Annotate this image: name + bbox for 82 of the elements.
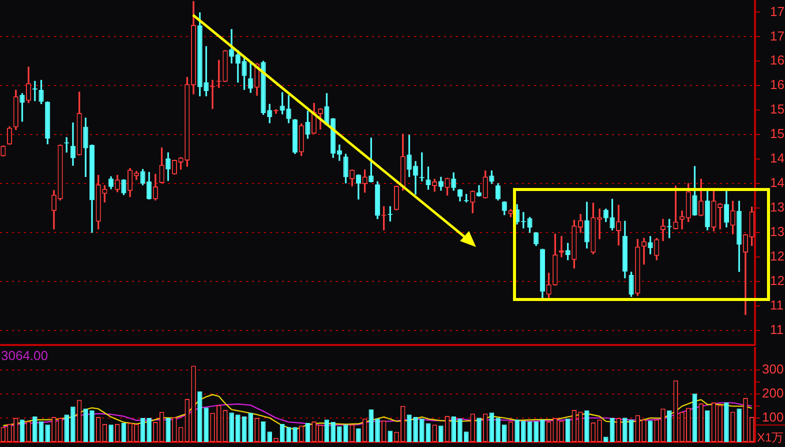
bar xyxy=(280,424,285,442)
bar xyxy=(305,423,310,442)
bar xyxy=(356,428,361,442)
bar xyxy=(146,418,152,442)
bar xyxy=(724,402,729,442)
bar xyxy=(489,412,494,442)
y-tick-label: 16 xyxy=(770,77,784,92)
bar xyxy=(534,422,538,442)
bar xyxy=(540,420,545,442)
y-axis-title: X1万 xyxy=(757,430,784,444)
y-tick-label: 15 xyxy=(770,126,784,142)
bar xyxy=(438,426,444,442)
bar xyxy=(514,420,520,442)
y-tick-label: 11 xyxy=(770,322,784,337)
bar xyxy=(388,430,393,442)
bar xyxy=(496,418,500,442)
bar xyxy=(260,422,266,442)
y-tick-label: 13 xyxy=(770,224,784,240)
bar xyxy=(38,421,44,442)
bar xyxy=(610,418,615,442)
bar xyxy=(420,418,424,442)
y-tick-label: 17 xyxy=(770,4,784,19)
y-tick-label: 14 xyxy=(770,150,784,166)
candlestick xyxy=(660,218,666,242)
bar xyxy=(705,410,710,442)
bar xyxy=(666,410,672,442)
bar xyxy=(64,414,69,442)
bar xyxy=(286,427,292,442)
y-tick-label: 14 xyxy=(770,175,784,190)
bar xyxy=(648,420,653,442)
bar xyxy=(413,416,418,442)
y-tick-label: 300 xyxy=(762,361,784,376)
bar xyxy=(464,432,469,442)
candlestick xyxy=(558,236,564,258)
bar xyxy=(108,424,114,442)
bar xyxy=(324,420,330,442)
bar xyxy=(368,410,374,442)
bar xyxy=(406,414,412,442)
bar xyxy=(502,424,507,442)
bar xyxy=(458,418,462,442)
bar xyxy=(628,420,634,442)
y-tick-label: 12 xyxy=(770,272,784,288)
bar xyxy=(229,412,234,442)
bar xyxy=(70,406,76,442)
y-tick-label: 15 xyxy=(770,102,784,117)
bar xyxy=(140,418,146,442)
bar xyxy=(121,423,126,442)
y-tick-label: 13 xyxy=(770,200,784,215)
bar xyxy=(565,418,570,442)
bar xyxy=(426,423,431,442)
y-tick-label: 16 xyxy=(770,52,784,68)
bar xyxy=(330,422,336,442)
bar xyxy=(267,432,272,442)
bar xyxy=(45,424,50,442)
annotation: 3064.00 xyxy=(1,348,48,364)
y-tick-label: 100 xyxy=(762,410,784,425)
bar xyxy=(204,408,209,442)
y-tick-label: 200 xyxy=(762,385,784,400)
bar xyxy=(375,418,380,442)
bar xyxy=(521,420,526,442)
bar xyxy=(90,410,94,442)
bar xyxy=(83,408,88,442)
bar xyxy=(248,412,253,442)
bar xyxy=(236,414,240,442)
bar xyxy=(166,418,171,442)
y-tick-label: 11 xyxy=(770,297,784,312)
bar xyxy=(337,426,342,442)
bar xyxy=(451,416,456,442)
bar xyxy=(736,408,742,442)
bar xyxy=(343,424,348,442)
bar xyxy=(584,410,590,442)
y-tick-label: 17 xyxy=(770,28,784,44)
bar xyxy=(20,420,25,442)
y-tick-label: 12 xyxy=(770,248,784,264)
bar xyxy=(622,418,628,442)
bar xyxy=(32,416,38,442)
bar xyxy=(527,422,532,442)
bar xyxy=(242,416,247,442)
bar xyxy=(197,391,202,442)
bar xyxy=(476,418,482,442)
bar xyxy=(692,394,698,442)
bar xyxy=(292,427,298,442)
